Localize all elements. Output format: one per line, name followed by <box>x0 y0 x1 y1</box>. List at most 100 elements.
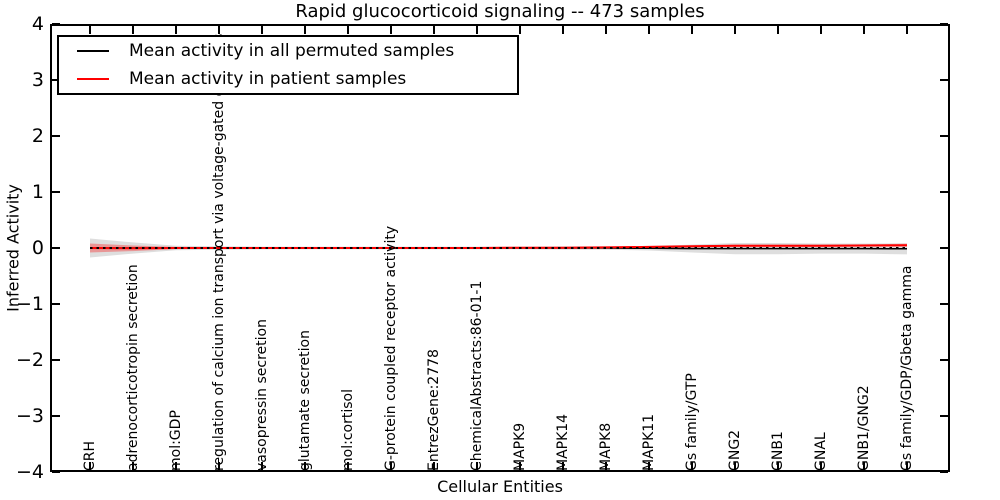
chart-title: Rapid glucocorticoid signaling -- 473 sa… <box>295 1 705 22</box>
x-tick-mark-top <box>648 26 650 34</box>
x-tick-label-text: MAPK14 <box>555 413 571 471</box>
y-tick-mark-left <box>52 23 60 25</box>
x-tick-label-text: Gs family/GDP/Gbeta gamma <box>899 265 915 472</box>
y-tick-mark-right <box>940 79 948 81</box>
patient-mean-line <box>89 244 908 250</box>
y-tick-label: 0 <box>31 237 44 259</box>
y-tick-label: 1 <box>31 181 44 203</box>
y-tick-mark-left <box>52 135 60 137</box>
y-tick-mark-right <box>940 23 948 25</box>
x-tick-mark-bottom <box>605 462 607 470</box>
x-tick-mark-top <box>261 26 263 34</box>
legend-label: Mean activity in patient samples <box>129 69 407 89</box>
y-tick-mark-right <box>940 471 948 473</box>
x-tick-mark-top <box>304 26 306 34</box>
x-tick-mark-top <box>433 26 435 34</box>
x-tick-label-text: adrenocorticotropin secretion <box>125 264 141 471</box>
plot-frame <box>50 24 950 472</box>
x-tick-label-text: regulation of calcium ion transport via … <box>211 33 227 471</box>
y-tick-mark-left <box>52 79 60 81</box>
y-tick-label: −2 <box>15 349 44 371</box>
x-tick-mark-bottom <box>648 462 650 470</box>
legend: Mean activity in all permuted samples Mea… <box>57 35 519 95</box>
x-tick-mark-top <box>906 26 908 34</box>
x-tick-mark-top <box>863 26 865 34</box>
y-tick-mark-left <box>52 247 60 249</box>
x-tick-mark-bottom <box>476 462 478 470</box>
x-tick-label-text: Gs family/GTP <box>684 373 700 471</box>
y-tick-mark-left <box>52 415 60 417</box>
x-tick-label-text: GNG2 <box>727 429 743 471</box>
x-tick-mark-bottom <box>863 462 865 470</box>
x-tick-label-text: GNB1 <box>770 431 786 471</box>
x-tick-mark-top <box>347 26 349 34</box>
x-tick-mark-bottom <box>89 462 91 470</box>
x-tick-mark-bottom <box>390 462 392 470</box>
x-tick-mark-top <box>691 26 693 34</box>
x-tick-label-text: EntrezGene:2778 <box>426 349 442 471</box>
y-tick-mark-right <box>940 191 948 193</box>
x-tick-mark-bottom <box>562 462 564 470</box>
x-tick-label-text: MAPK8 <box>598 422 614 471</box>
y-tick-mark-right <box>940 247 948 249</box>
x-tick-mark-top <box>820 26 822 34</box>
y-tick-label: −4 <box>15 461 44 483</box>
x-tick-label-text: ChemicalAbstracts:86-01-1 <box>469 280 485 471</box>
x-tick-mark-bottom <box>820 462 822 470</box>
legend-line-permuted <box>77 50 109 52</box>
x-tick-label-text: G-protein coupled receptor activity <box>383 225 399 471</box>
y-tick-label: 4 <box>31 13 44 35</box>
y-tick-mark-right <box>940 303 948 305</box>
legend-line-patient <box>77 78 109 80</box>
x-tick-mark-bottom <box>261 462 263 470</box>
legend-label: Mean activity in all permuted samples <box>129 41 455 61</box>
legend-item: Mean activity in patient samples <box>59 68 517 90</box>
x-tick-mark-bottom <box>347 462 349 470</box>
y-tick-label: 3 <box>31 69 44 91</box>
x-tick-mark-bottom <box>691 462 693 470</box>
x-tick-mark-top <box>734 26 736 34</box>
legend-item: Mean activity in all permuted samples <box>59 40 517 62</box>
y-tick-mark-left <box>52 191 60 193</box>
x-tick-mark-top <box>562 26 564 34</box>
y-tick-mark-left <box>52 471 60 473</box>
x-tick-mark-bottom <box>132 462 134 470</box>
x-tick-label-text: mol:cortisol <box>340 389 356 471</box>
x-tick-mark-top <box>390 26 392 34</box>
y-tick-label: −3 <box>15 405 44 427</box>
x-tick-label-text: mol:GDP <box>168 410 184 471</box>
x-tick-mark-bottom <box>218 462 220 470</box>
x-tick-mark-top <box>476 26 478 34</box>
x-tick-label-text: CRH <box>82 440 98 471</box>
x-tick-label-text: vasopressin secretion <box>254 319 270 471</box>
y-tick-mark-right <box>940 415 948 417</box>
y-tick-mark-right <box>940 135 948 137</box>
x-tick-mark-top <box>218 26 220 34</box>
x-tick-mark-top <box>175 26 177 34</box>
x-tick-mark-top <box>89 26 91 34</box>
y-tick-mark-left <box>52 359 60 361</box>
x-tick-mark-bottom <box>519 462 521 470</box>
x-axis-label: Cellular Entities <box>437 477 563 496</box>
x-tick-mark-top <box>519 26 521 34</box>
plot-canvas <box>89 238 908 258</box>
x-tick-mark-bottom <box>175 462 177 470</box>
x-tick-label-text: MAPK11 <box>641 413 657 471</box>
x-tick-mark-bottom <box>304 462 306 470</box>
x-tick-mark-bottom <box>777 462 779 470</box>
x-tick-mark-bottom <box>433 462 435 470</box>
x-tick-mark-top <box>605 26 607 34</box>
x-tick-label-text: MAPK9 <box>512 422 528 471</box>
y-tick-mark-right <box>940 359 948 361</box>
y-tick-label: 2 <box>31 125 44 147</box>
x-tick-label-text: GNB1/GNG2 <box>856 385 872 471</box>
x-tick-mark-top <box>777 26 779 34</box>
x-tick-mark-bottom <box>734 462 736 470</box>
x-tick-label-text: GNAL <box>813 432 829 471</box>
x-tick-mark-bottom <box>906 462 908 470</box>
x-tick-label-text: glutamate secretion <box>297 330 313 471</box>
y-tick-label: −1 <box>15 293 44 315</box>
y-tick-mark-left <box>52 303 60 305</box>
x-tick-mark-top <box>132 26 134 34</box>
